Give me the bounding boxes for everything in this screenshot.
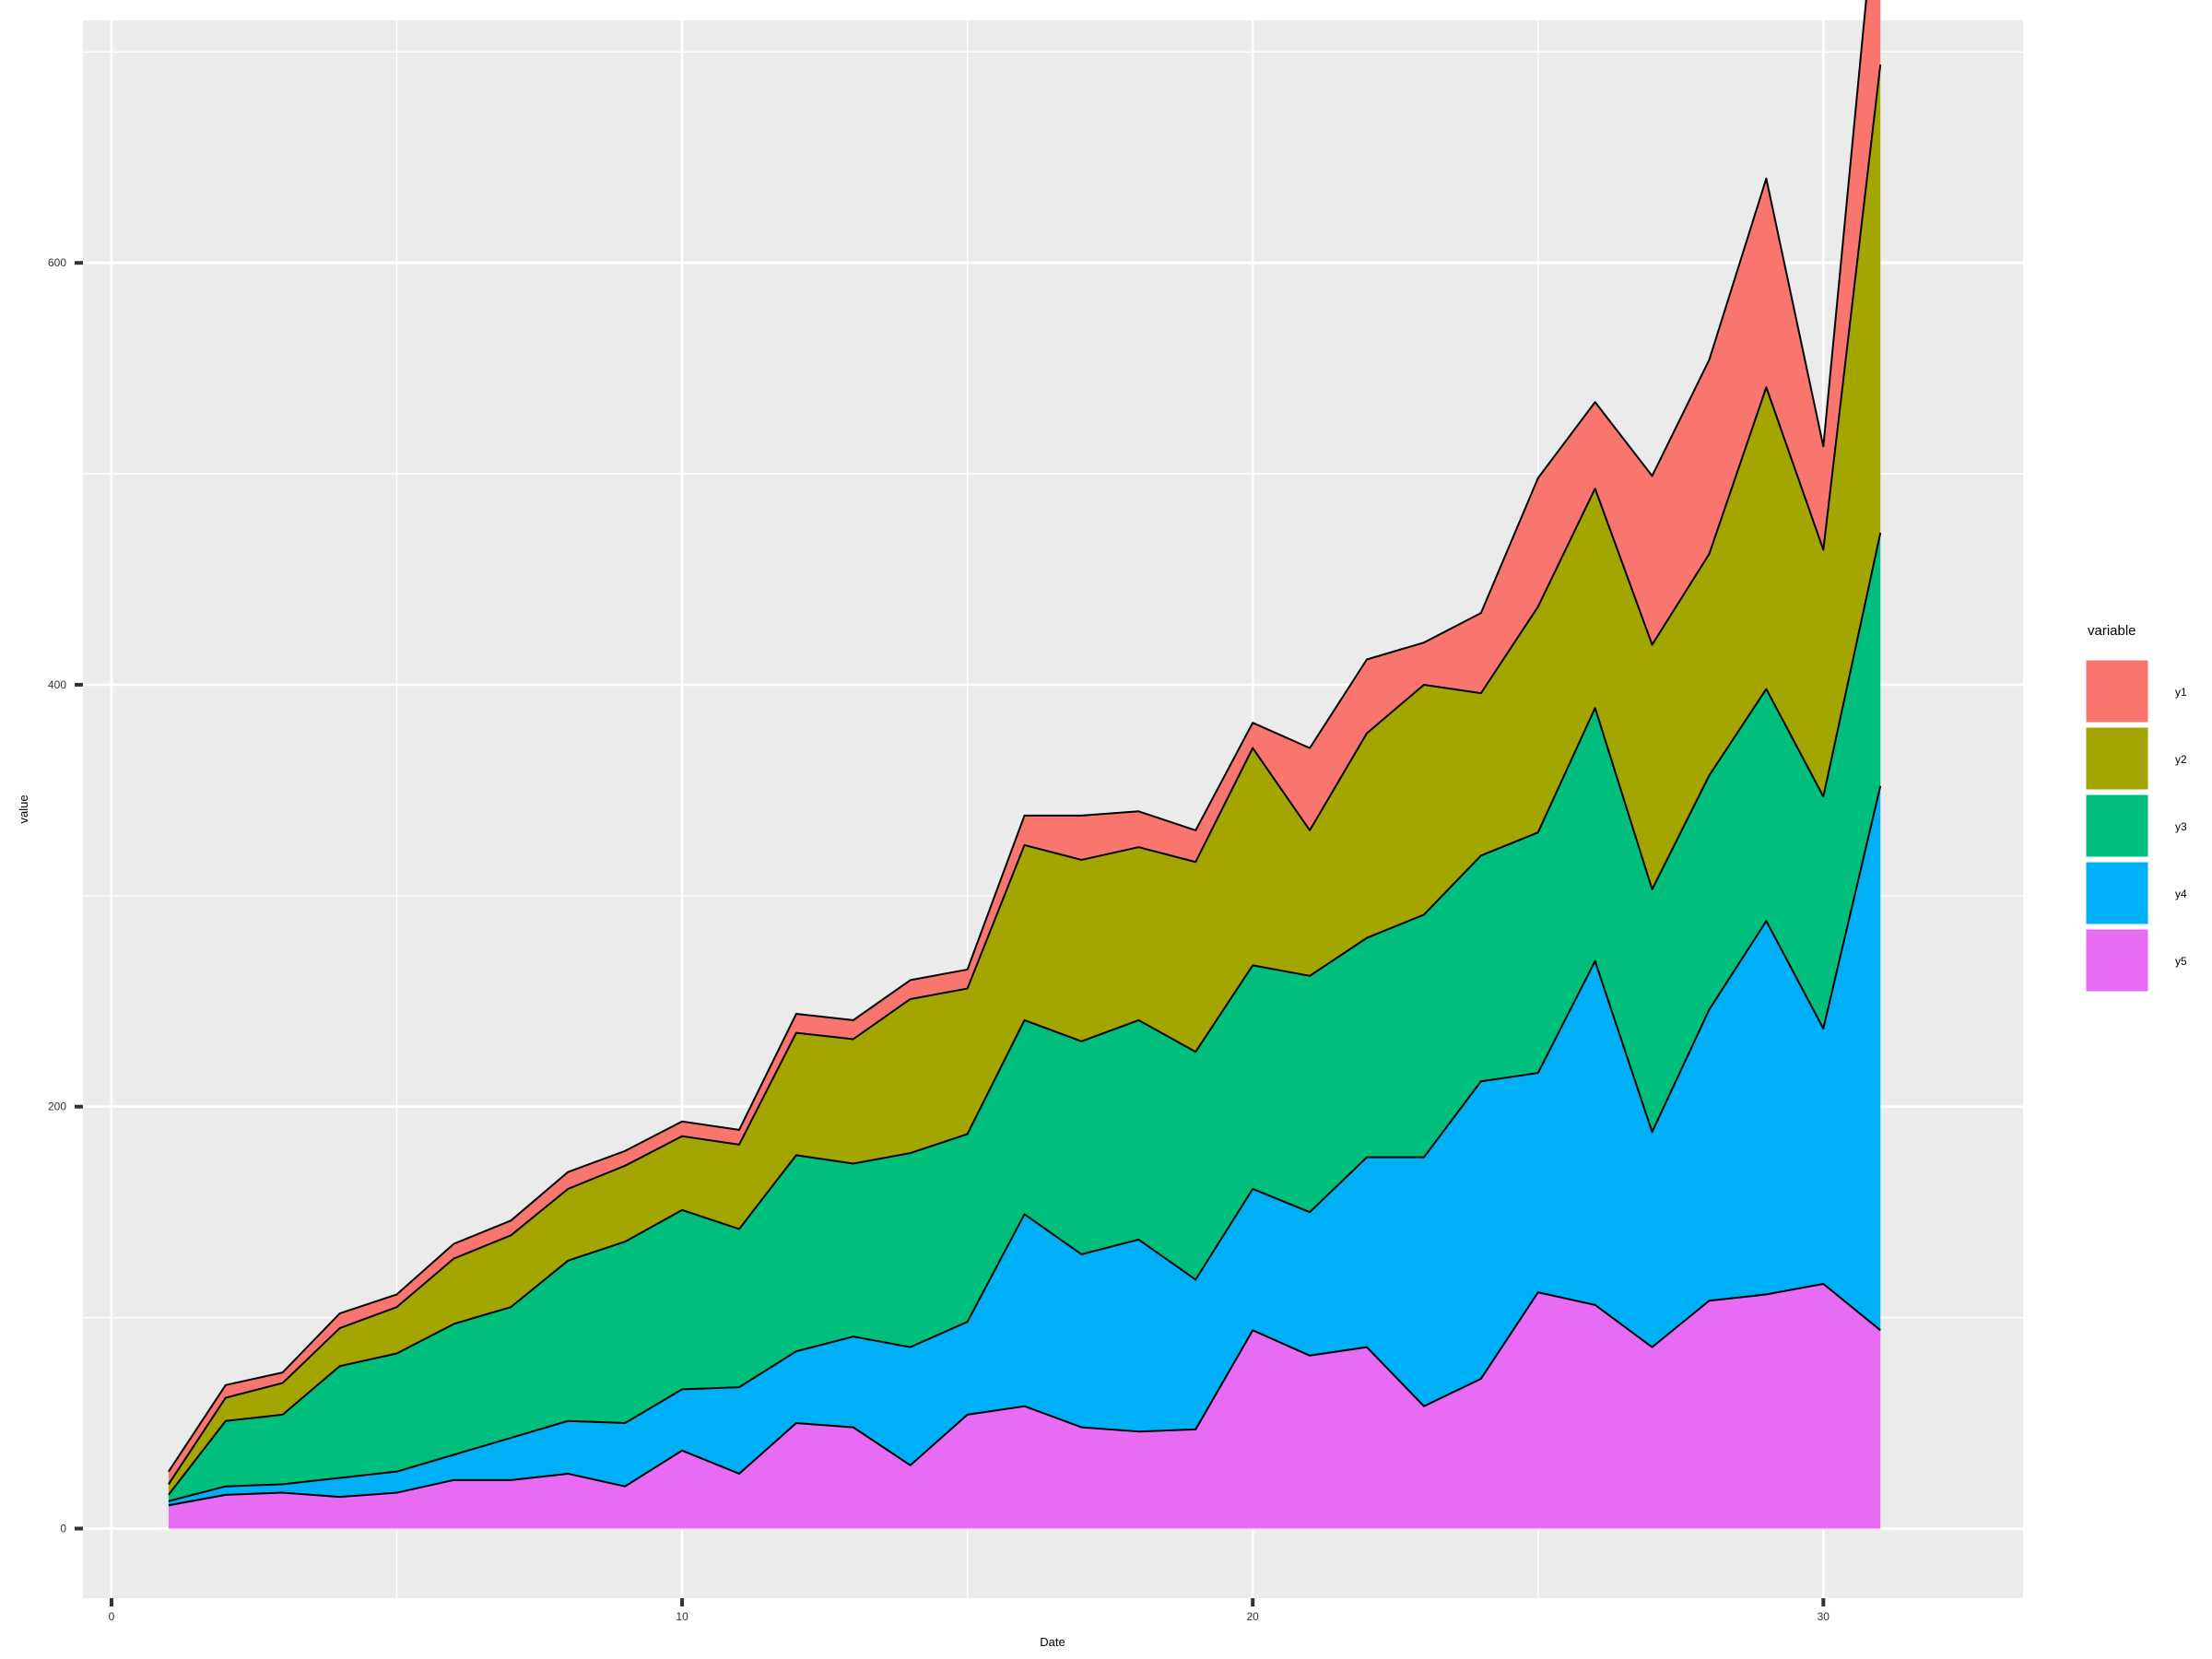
axes: 0 200 400 600 0 10 20 30 bbox=[48, 256, 1830, 1623]
legend-label-y1: y1 bbox=[2175, 686, 2187, 699]
legend: variable y1 y2 y3 y4 y5 bbox=[2083, 623, 2187, 994]
x-tick-label: 30 bbox=[1818, 1610, 1830, 1623]
area-outline-y4 bbox=[168, 785, 1882, 1502]
y-tick-label: 200 bbox=[48, 1100, 66, 1113]
x-tick-label: 20 bbox=[1247, 1610, 1260, 1623]
legend-label-y5: y5 bbox=[2175, 955, 2187, 968]
legend-title: variable bbox=[2088, 623, 2136, 639]
y-axis-title: value bbox=[17, 794, 30, 823]
y-tick-label: 400 bbox=[48, 678, 66, 691]
legend-key-y5 bbox=[2083, 926, 2151, 994]
area-y3 bbox=[168, 533, 1881, 1501]
y-tick-label: 0 bbox=[60, 1522, 66, 1535]
legend-key-y1 bbox=[2083, 657, 2151, 725]
area-y4 bbox=[168, 785, 1881, 1506]
y-tick-label: 600 bbox=[48, 256, 66, 269]
x-tick-label: 10 bbox=[676, 1610, 688, 1623]
legend-label-y2: y2 bbox=[2175, 753, 2187, 766]
x-tick-label: 0 bbox=[109, 1610, 115, 1623]
area-series-group bbox=[168, 0, 1882, 1529]
legend-key-y3 bbox=[2083, 792, 2151, 860]
area-outline-y5 bbox=[168, 1282, 1881, 1507]
area-outline-y2 bbox=[168, 64, 1882, 1485]
x-axis-title: Date bbox=[1040, 1635, 1065, 1649]
legend-key-y4 bbox=[2083, 859, 2151, 927]
legend-key-y2 bbox=[2083, 724, 2151, 793]
area-outline-y1 bbox=[168, 0, 1867, 1473]
legend-label-y3: y3 bbox=[2175, 820, 2187, 833]
area-outline-y3 bbox=[168, 532, 1882, 1496]
legend-label-y4: y4 bbox=[2175, 888, 2187, 900]
area-y5 bbox=[168, 1283, 1881, 1529]
area-y2 bbox=[168, 65, 1881, 1495]
